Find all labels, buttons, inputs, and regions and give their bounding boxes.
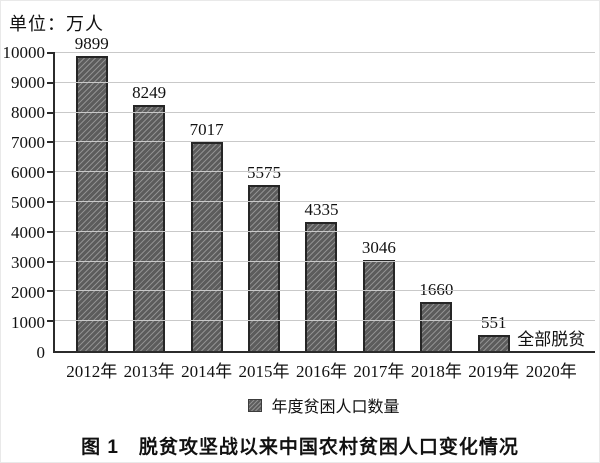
gridline xyxy=(55,171,595,173)
bar-value-label: 1660 xyxy=(419,279,454,299)
bar-value-label: 8249 xyxy=(132,83,167,103)
figure-caption: 图 1 脱贫攻坚战以来中国农村贫困人口变化情况 xyxy=(81,437,519,458)
gridline xyxy=(55,201,595,202)
y-tick-label: 8000 xyxy=(11,103,45,122)
gridline xyxy=(55,52,595,53)
category-column: 4335 2016年 xyxy=(293,53,350,381)
y-tick-label: 5000 xyxy=(11,193,45,212)
bar xyxy=(133,105,166,351)
x-tick-label: 2017年 xyxy=(353,362,405,381)
category-column: 9899 2012年 xyxy=(63,35,120,381)
bar xyxy=(248,184,281,351)
annotation-label: 全部脱贫 xyxy=(517,330,586,349)
y-axis-tick xyxy=(47,81,55,84)
category-column: 551 2019年 xyxy=(465,53,522,381)
y-axis-tick xyxy=(47,201,55,203)
gridline xyxy=(55,111,595,113)
bar-value-label: 7017 xyxy=(189,119,224,139)
bar xyxy=(420,301,453,351)
plot-area: 9899 2012年 8249 2013年 7017 2014年 5575 2015年 4335… xyxy=(47,35,595,381)
legend-label: 年度贫困人口数量 xyxy=(271,399,400,416)
x-tick-label: 2014年 xyxy=(181,362,233,381)
gridline xyxy=(55,141,595,143)
y-tick-label: 7000 xyxy=(11,133,45,152)
bar xyxy=(75,56,108,351)
y-tick-label: 3000 xyxy=(11,253,45,272)
x-tick-label: 2019年 xyxy=(468,362,520,381)
x-tick-label: 2012年 xyxy=(66,362,118,381)
gridline xyxy=(55,290,595,292)
category-column: 3046 2017年 xyxy=(350,53,407,381)
y-tick-label: 4000 xyxy=(11,223,45,242)
gridline xyxy=(55,230,595,232)
legend-hatched-swatch-icon xyxy=(248,398,263,412)
bar-value-label: 4335 xyxy=(304,199,339,219)
y-axis-tick xyxy=(47,111,55,114)
y-tick-label: 0 xyxy=(36,343,46,362)
bar xyxy=(362,260,395,351)
category-column: 7017 2014年 xyxy=(178,53,235,381)
gridline xyxy=(55,81,595,83)
legend: 年度贫困人口数量 xyxy=(53,393,595,417)
y-tick-label: 10000 xyxy=(2,43,46,62)
x-tick-label: 2015年 xyxy=(238,362,290,381)
category-column: 8249 2013年 xyxy=(120,53,177,381)
y-tick-label: 2000 xyxy=(11,283,45,302)
y-tick-label: 1000 xyxy=(11,313,45,332)
category-column: 5575 2015年 xyxy=(235,53,292,381)
bar-value-label: 5575 xyxy=(247,162,282,182)
unit-label: 单位：万人 xyxy=(9,14,104,34)
y-axis-tick xyxy=(47,260,55,263)
y-tick-label: 6000 xyxy=(11,163,45,182)
x-tick-label: 2018年 xyxy=(410,362,462,381)
gridline xyxy=(55,320,595,322)
bar xyxy=(305,221,338,351)
bar xyxy=(190,141,223,351)
y-axis-tick xyxy=(47,290,55,293)
x-tick-label: 2016年 xyxy=(295,362,347,381)
bar-value-label: 3046 xyxy=(361,238,396,258)
x-tick-label: 2013年 xyxy=(123,362,175,381)
category-column: 2020年 全部脱贫 xyxy=(517,53,585,381)
y-axis-tick xyxy=(47,141,55,144)
gridline xyxy=(55,260,595,262)
y-axis-tick xyxy=(47,171,55,174)
bar xyxy=(477,334,510,351)
y-tick-label: 9000 xyxy=(11,73,45,92)
y-axis-tick xyxy=(47,52,55,54)
y-axis: 0 1000 2000 3000 4000 5000 6000 7000 8000 9000 100… xyxy=(1,44,46,362)
x-tick-label: 2020年 xyxy=(525,362,577,381)
category-column: 1660 2018年 xyxy=(408,53,465,381)
y-axis-tick xyxy=(47,320,55,323)
y-axis-tick xyxy=(47,230,55,233)
bar-value-label: 9899 xyxy=(74,34,109,54)
bar-columns: 9899 2012年 8249 2013年 7017 2014年 5575 2015年 4335… xyxy=(63,35,585,381)
bar-value-label: 551 xyxy=(481,312,507,332)
